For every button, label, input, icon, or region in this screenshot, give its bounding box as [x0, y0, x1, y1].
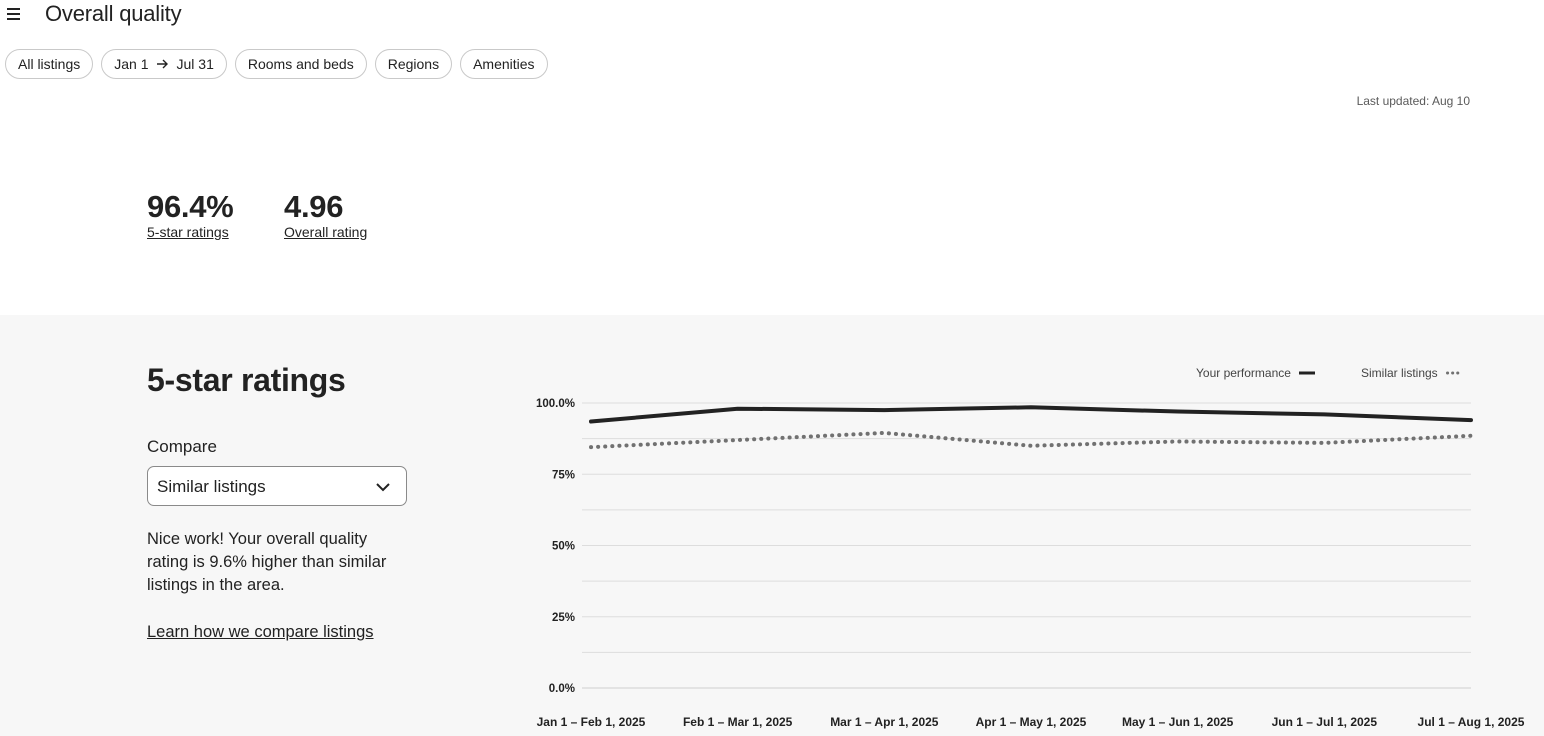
chevron-down-icon: [376, 480, 390, 494]
page-title: Overall quality: [45, 1, 182, 26]
comparison-message: Nice work! Your overall quality rating i…: [147, 530, 387, 594]
five-star-section: 5-star ratings Compare Similar listings …: [0, 315, 1544, 736]
hamburger-menu-icon[interactable]: [6, 6, 22, 22]
x-tick-label: Apr 1 – May 1, 2025: [976, 715, 1087, 729]
filter-rooms-and-beds[interactable]: Rooms and beds: [234, 49, 367, 79]
x-tick-label: Jan 1 – Feb 1, 2025: [537, 715, 646, 729]
x-tick-label: Feb 1 – Mar 1, 2025: [683, 715, 793, 729]
metric-overall-rating: 4.96 Overall rating: [284, 189, 368, 241]
legend-solid-swatch: [1298, 371, 1315, 375]
legend-similar-listings-label: Similar listings: [1361, 366, 1438, 380]
x-tick-label: May 1 – Jun 1, 2025: [1122, 715, 1234, 729]
metric-five-star-link[interactable]: 5-star ratings: [147, 224, 229, 240]
filter-regions[interactable]: Regions: [374, 49, 453, 79]
compare-label: Compare: [147, 437, 217, 456]
metric-overall-rating-value: 4.96: [284, 189, 344, 224]
x-tick-label: Jul 1 – Aug 1, 2025: [1418, 715, 1525, 729]
x-tick-label: Mar 1 – Apr 1, 2025: [830, 715, 939, 729]
metric-five-star: 96.4% 5-star ratings: [147, 189, 234, 241]
y-tick-label: 100.0%: [536, 398, 575, 410]
date-start: Jan 1: [114, 56, 149, 72]
series-line-similar-listings: [589, 430, 1473, 450]
filter-amenities-label: Amenities: [473, 56, 535, 72]
legend-similar-listings: Similar listings: [1361, 366, 1468, 380]
legend-your-performance: Your performance: [1196, 366, 1323, 380]
filter-bar: All listings Jan 1 Jul 31 Rooms and beds…: [5, 49, 548, 79]
line-chart: 0.0% 25% 50% 75% 100.0% Jan 1 – Feb 1, 2025 Fe…: [536, 398, 1525, 729]
filter-rooms-label: Rooms and beds: [247, 56, 354, 72]
metric-five-star-value: 96.4%: [147, 189, 234, 224]
filter-all-listings[interactable]: All listings: [5, 49, 94, 79]
y-tick-label: 25%: [552, 612, 575, 624]
learn-compare-link[interactable]: Learn how we compare listings: [147, 623, 374, 641]
y-tick-label: 75%: [552, 469, 575, 481]
page-header: Overall quality: [0, 0, 1544, 36]
y-tick-label: 50%: [552, 541, 575, 553]
arrow-right-icon: [156, 57, 169, 72]
y-tick-label: 0.0%: [549, 683, 575, 695]
x-tick-label: Jun 1 – Jul 1, 2025: [1272, 715, 1378, 729]
compare-dropdown[interactable]: Similar listings: [147, 466, 407, 506]
section-title: 5-star ratings: [147, 362, 346, 398]
compare-dropdown-value: Similar listings: [157, 477, 266, 496]
date-end: Jul 31: [176, 56, 214, 72]
filter-date-range[interactable]: Jan 1 Jul 31: [101, 49, 227, 79]
series-line-your-performance: [589, 405, 1473, 424]
filter-amenities[interactable]: Amenities: [460, 49, 548, 79]
filter-regions-label: Regions: [387, 56, 440, 72]
legend-your-performance-label: Your performance: [1196, 366, 1291, 380]
filter-all-listings-label: All listings: [18, 56, 81, 72]
last-updated: Last updated: Aug 10: [1356, 94, 1470, 108]
metric-overall-rating-link[interactable]: Overall rating: [284, 224, 368, 240]
